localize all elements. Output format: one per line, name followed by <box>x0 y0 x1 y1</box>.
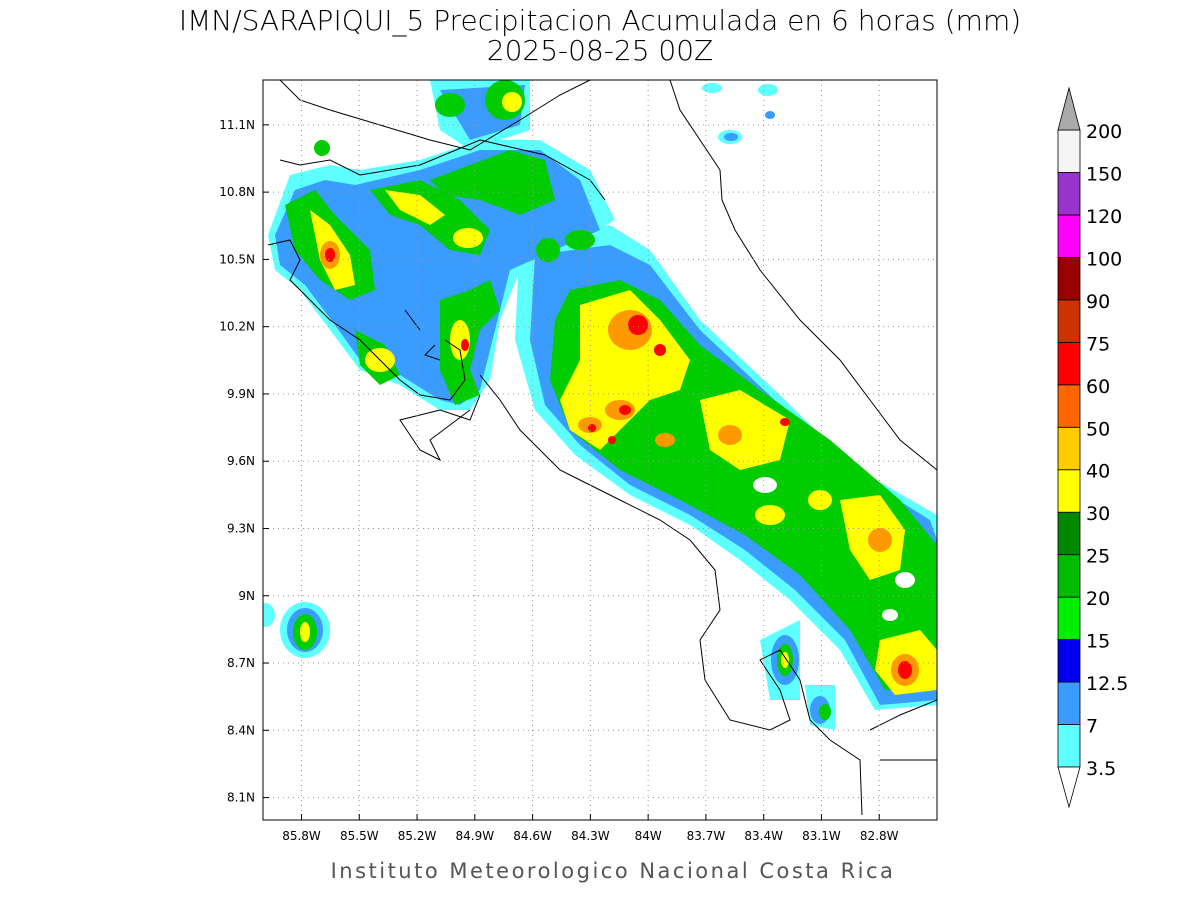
colorbar-bin <box>1057 384 1081 428</box>
x-tick-label: 84.6W <box>513 829 552 843</box>
plot-frame <box>262 79 938 821</box>
y-tick-label: 8.7N <box>227 656 255 670</box>
x-tick-label: 84.3W <box>571 829 610 843</box>
colorbar-label: 20 <box>1086 588 1110 610</box>
title: IMN/SARAPIQUI_5 Precipitacion Acumulada … <box>179 4 1021 38</box>
colorbar-label: 60 <box>1086 376 1110 398</box>
colorbar-label: 30 <box>1086 503 1110 525</box>
x-tick-label: 85.8W <box>282 829 321 843</box>
colorbar-label: 100 <box>1086 248 1122 270</box>
x-tick-label: 82.8W <box>860 829 899 843</box>
colorbar-bin <box>1057 639 1081 683</box>
colorbar-label: 40 <box>1086 461 1110 483</box>
colorbar-label: 120 <box>1086 206 1122 228</box>
colorbar-bin <box>1057 681 1081 725</box>
colorbar-bin <box>1057 299 1081 343</box>
x-tick-label: 84.9W <box>456 829 495 843</box>
colorbar-label: 150 <box>1086 163 1122 185</box>
colorbar-label: 12.5 <box>1086 673 1128 695</box>
colorbar-bin <box>1057 214 1081 258</box>
colorbar-label: 7 <box>1086 716 1098 738</box>
y-tick-label: 11.1N <box>219 118 255 132</box>
colorbar-bin <box>1057 724 1081 768</box>
y-tick-label: 9.3N <box>227 521 255 535</box>
colorbar-bin <box>1057 469 1081 513</box>
colorbar-bin <box>1057 341 1081 386</box>
y-tick-label: 10.8N <box>219 185 255 199</box>
y-tick-label: 9N <box>238 589 255 603</box>
colorbar-bin <box>1057 256 1081 301</box>
x-tick-label: 83.4W <box>744 829 783 843</box>
precipitation-field <box>263 80 937 730</box>
colorbar-label: 50 <box>1086 418 1110 440</box>
colorbar-bin <box>1057 554 1081 598</box>
axes: 85.8W 85.5W 85.2W 84.9W 84.6W 84.3W 84W 83.7W 83… <box>219 80 937 843</box>
colorbar-bin <box>1057 596 1081 641</box>
colorbar-label: 75 <box>1086 333 1110 355</box>
x-tick-label: 85.5W <box>340 829 379 843</box>
colorbar-bin <box>1057 426 1081 471</box>
colorbar-label: 25 <box>1086 546 1110 568</box>
y-tick-label: 8.4N <box>227 723 255 737</box>
colorbar-label: 3.5 <box>1086 758 1116 780</box>
y-tick-label: 10.5N <box>219 252 255 266</box>
y-tick-label: 9.6N <box>227 454 255 468</box>
footer: Instituto Meteorologico Nacional Costa R… <box>331 859 896 883</box>
x-tick-label: 85.2W <box>398 829 437 843</box>
colorbar-label: 200 <box>1086 121 1122 143</box>
x-tick-label: 83.1W <box>802 829 841 843</box>
coastlines <box>267 80 937 816</box>
colorbar: 3.5 7 12.5 15 20 25 30 40 50 60 75 90 100 120 150 200 <box>1057 86 1128 809</box>
x-tick-label: 83.7W <box>687 829 726 843</box>
colorbar-over <box>1057 86 1081 131</box>
colorbar-label: 90 <box>1086 291 1110 313</box>
colorbar-bin <box>1057 129 1081 173</box>
colorbar-bin <box>1057 172 1081 216</box>
y-tick-label: 10.2N <box>219 320 255 334</box>
colorbar-under <box>1057 766 1081 809</box>
colorbar-label: 15 <box>1086 631 1110 653</box>
subtitle: 2025-08-25 00Z <box>487 34 713 67</box>
x-tick-label: 84W <box>635 829 662 843</box>
y-tick-label: 8.1N <box>227 791 255 805</box>
y-tick-label: 9.9N <box>227 387 255 401</box>
colorbar-bin <box>1057 511 1081 556</box>
